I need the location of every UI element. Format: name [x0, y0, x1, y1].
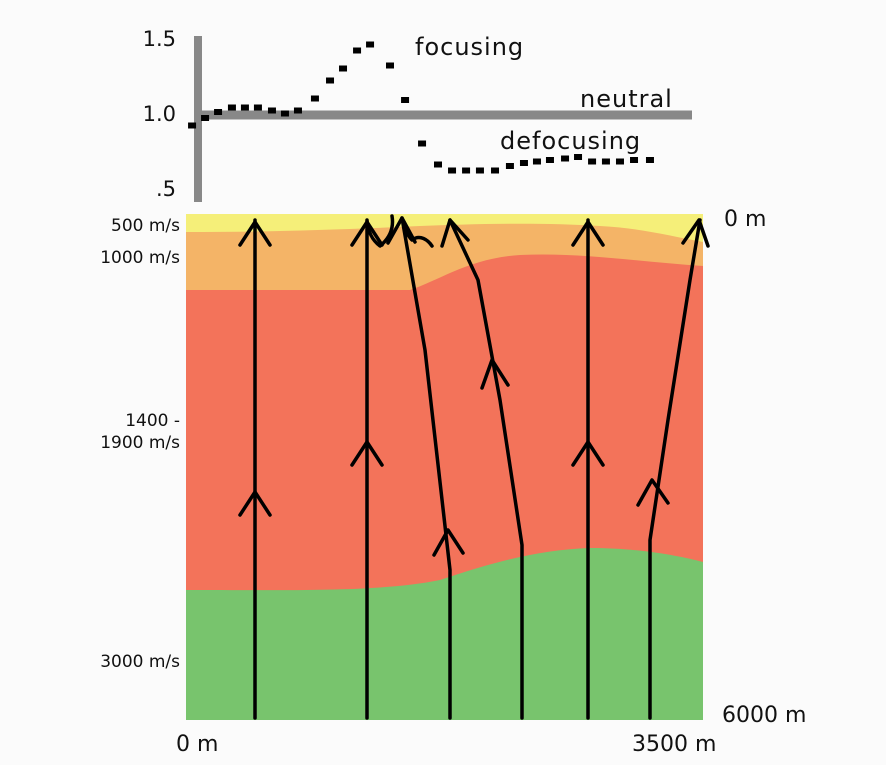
velocity-model — [186, 214, 703, 720]
data-point — [201, 115, 209, 121]
data-point — [188, 123, 196, 129]
y-tick-label: 1.0 — [143, 102, 176, 126]
data-point — [281, 111, 289, 117]
data-point — [268, 108, 276, 114]
data-point — [491, 168, 499, 174]
data-point — [386, 63, 394, 69]
data-point — [588, 159, 596, 165]
data-point — [462, 168, 470, 174]
data-point — [602, 159, 610, 165]
depth-label: 6000 m — [722, 703, 806, 728]
data-point — [616, 159, 624, 165]
data-point — [241, 105, 249, 111]
velocity-label: 500 m/s — [111, 216, 180, 236]
data-point — [366, 42, 374, 48]
data-point — [326, 78, 334, 84]
data-point — [254, 105, 262, 111]
distance-label: 0 m — [176, 732, 218, 757]
y-tick-label: 1.5 — [143, 27, 176, 51]
data-point — [520, 160, 528, 166]
data-point — [353, 48, 361, 54]
data-point — [418, 141, 426, 147]
data-point — [646, 157, 654, 163]
annotation: focusing — [415, 33, 524, 61]
data-point — [506, 163, 514, 169]
data-point — [533, 159, 541, 165]
page: 1.5 1.0 .5 focusing neutral defocusing 500… — [0, 0, 886, 765]
data-point — [476, 168, 484, 174]
data-point — [448, 168, 456, 174]
annotation: neutral — [580, 85, 673, 113]
velocity-label: 1400 - — [125, 411, 180, 431]
data-point — [434, 162, 442, 168]
y-tick-label: .5 — [156, 177, 176, 201]
data-point — [214, 109, 222, 115]
data-point — [546, 157, 554, 163]
data-point — [630, 157, 638, 163]
data-point — [339, 66, 347, 72]
distance-label: 3500 m — [632, 732, 716, 757]
data-point — [401, 97, 409, 103]
depth-label: 0 m — [724, 207, 766, 232]
data-point — [294, 108, 302, 114]
velocity-label: 1000 m/s — [100, 248, 180, 268]
velocity-label: 1900 m/s — [100, 433, 180, 453]
velocity-label: 3000 m/s — [100, 652, 180, 672]
figure: 1.5 1.0 .5 focusing neutral defocusing 500… — [0, 0, 886, 765]
annotation: defocusing — [500, 127, 641, 155]
data-point — [311, 96, 319, 102]
data-point — [561, 156, 569, 162]
data-point — [228, 105, 236, 111]
